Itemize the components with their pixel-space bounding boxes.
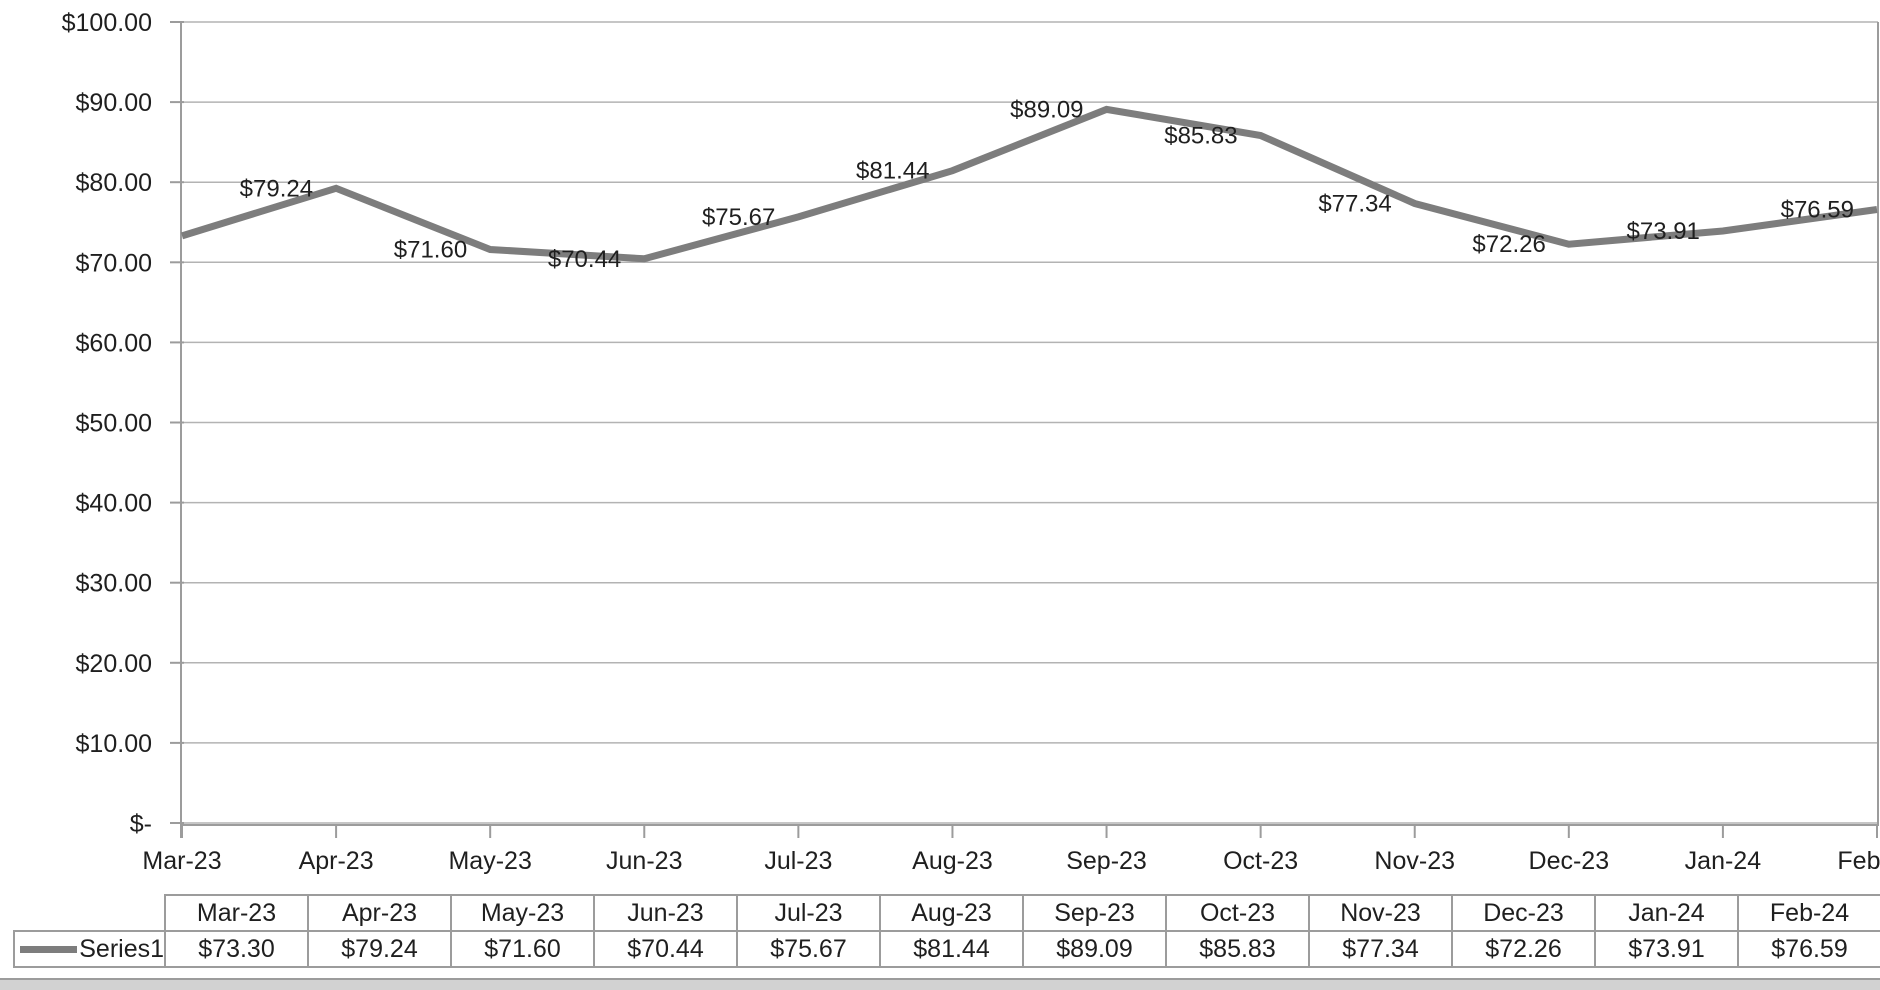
chart-data-table: Mar-23 Apr-23 May-23 Jun-23 Jul-23 Aug-23 Sep-… — [13, 894, 1880, 968]
table-value-cell: $85.83 — [1165, 930, 1310, 968]
table-header-cell: Nov-23 — [1308, 894, 1453, 932]
chart-data-table-region[interactable]: Mar-23 Apr-23 May-23 Jun-23 Jul-23 Aug-23 Sep-… — [13, 894, 1880, 968]
y-axis-tick-label: $10.00 — [76, 730, 152, 758]
series-legend-label: Series1 — [79, 934, 164, 963]
y-axis-tick-label: $50.00 — [76, 410, 152, 438]
data-point-label: $76.59 — [1781, 197, 1854, 224]
table-value-cell: $71.60 — [450, 930, 595, 968]
x-axis-tick-label: Apr-23 — [299, 847, 374, 875]
table-value-cell: $70.44 — [593, 930, 738, 968]
table-header-cell: Mar-23 — [164, 894, 309, 932]
table-header-cell: Jan-24 — [1594, 894, 1739, 932]
table-header-cell: Sep-23 — [1022, 894, 1167, 932]
table-value-cell: $89.09 — [1022, 930, 1167, 968]
table-value-cell: $76.59 — [1737, 930, 1880, 968]
x-axis-tick-label: Dec-23 — [1529, 847, 1610, 875]
legend-cell: Series1 — [13, 930, 166, 968]
data-point-label: $70.44 — [548, 246, 621, 273]
data-point-label: $85.83 — [1164, 123, 1237, 150]
table-data-row: Series1 $73.30 $79.24 $71.60 $70.44 $75.67 $81… — [13, 930, 1880, 968]
x-axis-tick-label: Sep-23 — [1066, 847, 1147, 875]
y-axis-tick-label: $60.00 — [76, 329, 152, 357]
data-point-label: $72.26 — [1472, 231, 1545, 258]
y-axis-tick-label: $70.00 — [76, 249, 152, 277]
table-header-cell: Jun-23 — [593, 894, 738, 932]
table-header-cell: Feb-24 — [1737, 894, 1880, 932]
x-axis-tick-label: Nov-23 — [1374, 847, 1455, 875]
data-point-label: $79.24 — [240, 175, 313, 202]
x-axis-tick-label: Aug-23 — [912, 847, 993, 875]
series-legend-key-icon — [20, 945, 78, 953]
table-header-cell: May-23 — [450, 894, 595, 932]
bottom-edge-bar — [0, 978, 1880, 990]
table-header-cell: Dec-23 — [1451, 894, 1596, 932]
table-header-cell: Apr-23 — [307, 894, 452, 932]
data-point-label: $89.09 — [1010, 96, 1083, 123]
table-value-cell: $81.44 — [879, 930, 1024, 968]
y-axis-tick-label: $30.00 — [76, 570, 152, 598]
table-corner-spacer — [14, 895, 165, 931]
table-value-cell: $75.67 — [736, 930, 881, 968]
table-header-row: Mar-23 Apr-23 May-23 Jun-23 Jul-23 Aug-23 Sep-… — [14, 894, 1880, 932]
y-axis-tick-label: $100.00 — [62, 9, 152, 37]
table-header-cell: Jul-23 — [736, 894, 881, 932]
series-line[interactable] — [180, 105, 1878, 263]
y-axis-tick-label: $20.00 — [76, 650, 152, 678]
x-axis-tick-label: Jul-23 — [764, 847, 832, 875]
table-value-cell: $77.34 — [1308, 930, 1453, 968]
y-axis-tick-label: $90.00 — [76, 89, 152, 117]
table-value-cell: $73.91 — [1594, 930, 1739, 968]
x-axis-tick-label: Feb-24 — [1837, 847, 1880, 875]
table-value-cell: $79.24 — [307, 930, 452, 968]
data-point-label: $71.60 — [394, 236, 467, 263]
table-header-cell: Oct-23 — [1165, 894, 1310, 932]
x-axis-tick-label: Mar-23 — [142, 847, 221, 875]
x-axis-tick-label: Jan-24 — [1685, 847, 1762, 875]
data-point-label: $73.91 — [1627, 218, 1700, 245]
y-axis-tick-label: $- — [130, 810, 152, 838]
data-point-label: $81.44 — [856, 158, 929, 185]
data-point-label: $77.34 — [1318, 191, 1391, 218]
y-axis-tick-label: $80.00 — [76, 169, 152, 197]
data-point-label: $75.67 — [702, 204, 775, 231]
table-value-cell: $72.26 — [1451, 930, 1596, 968]
x-axis-tick-label: Jun-23 — [606, 847, 682, 875]
line-chart-plot[interactable]: $- $10.00 $20.00 $30.00 $40.00 $50.00 $60.00 $7… — [0, 0, 1880, 894]
table-header-cell: Aug-23 — [879, 894, 1024, 932]
y-axis-tick-label: $40.00 — [76, 490, 152, 518]
table-value-cell: $73.30 — [164, 930, 309, 968]
x-axis-tick-label: Oct-23 — [1223, 847, 1298, 875]
x-axis-tick-label: May-23 — [448, 847, 531, 875]
